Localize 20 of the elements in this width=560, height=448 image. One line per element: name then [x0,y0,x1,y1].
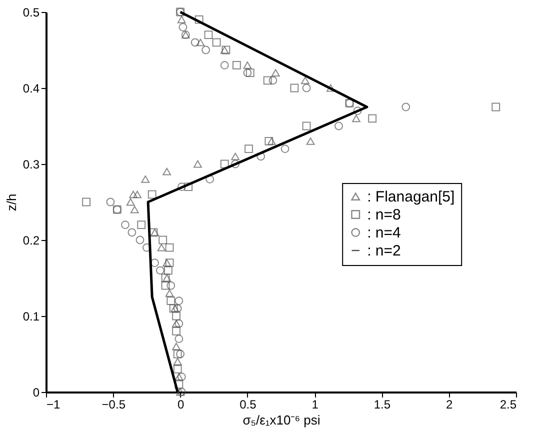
x-tick-label: −1 [46,398,61,412]
legend-label: : Flanagan[5] [367,188,455,206]
x-tick-label: 1 [312,398,319,412]
legend-label: : n=4 [367,224,401,242]
y-axis-title: z/h [4,194,19,212]
y-tick-label: 0.4 [22,82,40,96]
y-tick-label: 0.1 [22,310,40,324]
y-tick-label: 0 [32,386,40,400]
x-axis-title: σ₅/ε₁x10⁻⁶ psi [242,412,320,428]
y-tick-label: 0.3 [22,158,40,172]
y-tick-label: 0.2 [22,234,40,248]
legend-label: : n=2 [367,242,401,260]
x-tick-label: 0.5 [240,398,257,412]
x-tick-label: −0.5 [102,398,126,412]
x-tick-label: 2.5 [500,398,517,412]
legend-label: : n=8 [367,206,401,224]
x-tick-label: 0 [177,398,184,412]
x-tick-label: 1.5 [374,398,391,412]
x-tick-label: 2 [446,398,454,412]
y-tick-label: 0.5 [22,6,40,20]
